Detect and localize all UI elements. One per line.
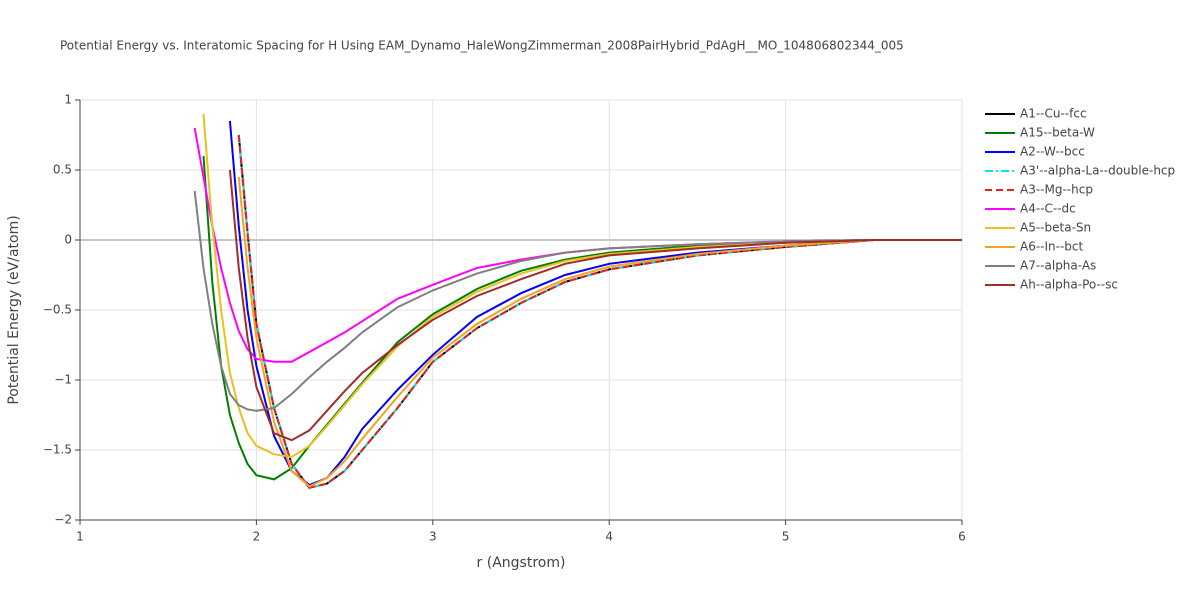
y-tick-label: 0 bbox=[64, 233, 72, 247]
chart-title: Potential Energy vs. Interatomic Spacing… bbox=[60, 39, 904, 53]
y-tick-label: −1.5 bbox=[43, 443, 72, 457]
series-line bbox=[193, 190, 962, 412]
x-tick-label: 2 bbox=[253, 530, 261, 544]
legend-label: A15--beta-W bbox=[1020, 126, 1095, 140]
series-line bbox=[237, 134, 962, 489]
legend-label: A2--W--bcc bbox=[1020, 145, 1085, 159]
series-line bbox=[193, 127, 962, 363]
legend-label: A1--Cu--fcc bbox=[1020, 107, 1087, 121]
y-axis-label: Potential Energy (eV/atom) bbox=[6, 215, 22, 404]
series-line bbox=[228, 169, 962, 442]
x-tick-label: 5 bbox=[782, 530, 790, 544]
legend-label: A3'--alpha-La--double-hcp bbox=[1020, 164, 1175, 178]
legend-label: Ah--alpha-Po--sc bbox=[1020, 278, 1118, 292]
y-tick-label: −2 bbox=[54, 513, 72, 527]
legend-label: A4--C--dc bbox=[1020, 202, 1076, 216]
x-axis-label: r (Angstrom) bbox=[477, 555, 566, 571]
y-tick-label: 1 bbox=[64, 93, 72, 107]
plot-area bbox=[193, 113, 962, 489]
series-line bbox=[202, 155, 962, 481]
y-tick-label: −1 bbox=[54, 373, 72, 387]
legend-label: A3--Mg--hcp bbox=[1020, 183, 1093, 197]
y-tick-label: 0.5 bbox=[53, 163, 72, 177]
legend-label: A7--alpha-As bbox=[1020, 259, 1096, 273]
x-tick-label: 6 bbox=[958, 530, 966, 544]
series-line bbox=[237, 134, 962, 489]
legend-label: A5--beta-Sn bbox=[1020, 221, 1091, 235]
series-line bbox=[228, 120, 962, 487]
grid: 1 2 3 4 5 6 −2 −1.5 −1 −0.5 0 0.5 1 bbox=[43, 93, 966, 544]
legend-label: A6--In--bct bbox=[1020, 240, 1084, 254]
series-line bbox=[237, 134, 962, 489]
x-tick-label: 1 bbox=[76, 530, 84, 544]
series-line bbox=[237, 176, 962, 488]
x-tick-label: 4 bbox=[605, 530, 613, 544]
series-line bbox=[202, 113, 962, 459]
x-tick-label: 3 bbox=[429, 530, 437, 544]
legend: A1--Cu--fcc A15--beta-W A2--W--bcc A3'--alp… bbox=[985, 107, 1175, 292]
y-tick-label: −0.5 bbox=[43, 303, 72, 317]
